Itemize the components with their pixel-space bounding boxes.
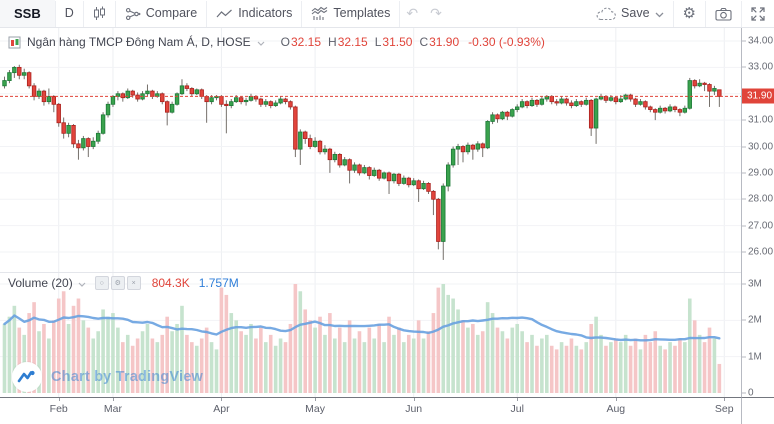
toolbar: SSB D [0, 0, 774, 28]
price-axis[interactable]: 34.00 33.00 31.00 30.00 29.00 28.00 27.00 26.00… [741, 28, 774, 399]
price-axis-label: 31.00 [742, 115, 773, 126]
watermark-text: Chart by TradingView [51, 369, 203, 385]
fullscreen-icon [751, 6, 765, 21]
last-price-badge: 31.90 [742, 88, 774, 104]
time-axis-label: May [305, 403, 325, 415]
cloud-icon [596, 7, 616, 21]
volume-legend[interactable]: Volume (20) ○ ⚙ × 804.3K 1.757M [8, 276, 239, 290]
price-axis-label: 33.00 [742, 62, 773, 73]
time-axis-label: Jul [510, 403, 524, 415]
volume-chart[interactable] [0, 272, 741, 397]
time-axis-tick [413, 398, 415, 401]
ohlc-values: O 32.15 H 32.15 L 31.50 C 31.90 -0.30 (-0.93… [280, 35, 545, 49]
save-label: Save [621, 6, 650, 21]
volume-axis-label: 0 [742, 388, 754, 399]
price-axis-label: 34.00 [742, 36, 773, 47]
symbol-button[interactable]: SSB [0, 0, 55, 27]
chevron-down-icon [257, 35, 265, 49]
compare-button[interactable]: Compare [116, 0, 206, 27]
tradingview-logo-icon [12, 362, 42, 392]
toolbar-divider [672, 0, 674, 27]
volume-axis-label: 3M [742, 279, 762, 290]
price-axis-label: 30.00 [742, 141, 773, 152]
templates-icon [311, 6, 328, 21]
indicators-label: Indicators [238, 6, 293, 21]
time-axis-tick [221, 398, 223, 401]
toolbar-divider [114, 0, 116, 27]
chart-region: 34.00 33.00 31.00 30.00 29.00 28.00 27.00 26.00… [0, 28, 774, 424]
toolbar-divider [206, 0, 208, 27]
price-chart[interactable] [0, 28, 741, 272]
time-axis-tick [112, 398, 114, 401]
series-legend[interactable]: Ngân hàng TMCP Đông Nam Á, D, HOSE O 32.1… [8, 35, 545, 49]
indicators-button[interactable]: Indicators [207, 0, 301, 27]
candlestick-icon [93, 6, 106, 21]
interval-label: D [64, 6, 74, 21]
price-axis-label: 28.00 [742, 194, 773, 205]
price-axis-label: 29.00 [742, 167, 773, 178]
toolbar-divider [705, 0, 706, 27]
volume-value: 804.3K [151, 276, 190, 290]
fullscreen-button[interactable] [742, 0, 774, 27]
time-axis-label: Feb [49, 403, 68, 415]
time-axis-label: Aug [606, 403, 626, 415]
save-button[interactable]: Save [587, 0, 673, 27]
eye-icon[interactable]: ○ [94, 276, 109, 290]
chart-style-button[interactable] [84, 0, 115, 27]
gear-icon: ⚙ [682, 5, 696, 22]
time-axis-label: Jun [405, 403, 423, 415]
redo-icon: ↷ [430, 5, 442, 21]
undo-icon: ↶ [406, 5, 419, 21]
volume-axis-label: 2M [742, 315, 762, 326]
time-axis-label: Apr [213, 403, 230, 415]
volume-title: Volume (20) [8, 276, 73, 290]
time-axis-tick [615, 398, 617, 401]
templates-button[interactable]: Templates [302, 0, 399, 27]
indicators-icon [216, 8, 233, 20]
price-axis-label: 26.00 [742, 247, 773, 258]
interval-button[interactable]: D [56, 0, 83, 27]
time-axis-tick [315, 398, 317, 401]
time-axis[interactable]: Feb Mar Apr May Jun Jul Aug Sep [0, 397, 741, 424]
toolbar-divider [301, 0, 303, 27]
series-style-icon [8, 36, 21, 49]
toolbar-divider [82, 0, 84, 27]
templates-label: Templates [333, 6, 391, 21]
settings-button[interactable]: ⚙ [674, 0, 705, 27]
close-icon[interactable]: × [126, 276, 141, 290]
series-title: Ngân hàng TMCP Đông Nam Á, D, HOSE [27, 35, 251, 49]
time-axis-label: Mar [103, 403, 122, 415]
compare-icon [125, 6, 141, 22]
time-axis-tick [58, 398, 60, 401]
tradingview-watermark[interactable]: Chart by TradingView [12, 362, 203, 392]
chevron-down-icon [655, 7, 664, 21]
volume-controls: ○ ⚙ × [94, 276, 141, 290]
toolbar-divider [741, 0, 742, 27]
undo-button[interactable]: ↶ [400, 0, 424, 27]
change-value: -0.30 (-0.93%) [468, 35, 545, 49]
toolbar-divider [399, 0, 401, 27]
time-axis-tick [724, 398, 726, 401]
axis-corner [741, 397, 774, 424]
snapshot-button[interactable] [706, 0, 741, 27]
time-axis-label: Sep [714, 403, 734, 415]
volume-ma-value: 1.757M [198, 276, 239, 290]
compare-label: Compare [145, 6, 198, 21]
camera-icon [715, 7, 732, 21]
toolbar-divider [54, 0, 56, 27]
chevron-down-icon [78, 276, 86, 290]
time-axis-tick [517, 398, 519, 401]
volume-axis-label: 1M [742, 351, 762, 362]
price-axis-label: 27.00 [742, 220, 773, 231]
symbol-label: SSB [14, 6, 41, 21]
gear-icon[interactable]: ⚙ [110, 276, 125, 290]
redo-button[interactable]: ↷ [424, 0, 448, 27]
